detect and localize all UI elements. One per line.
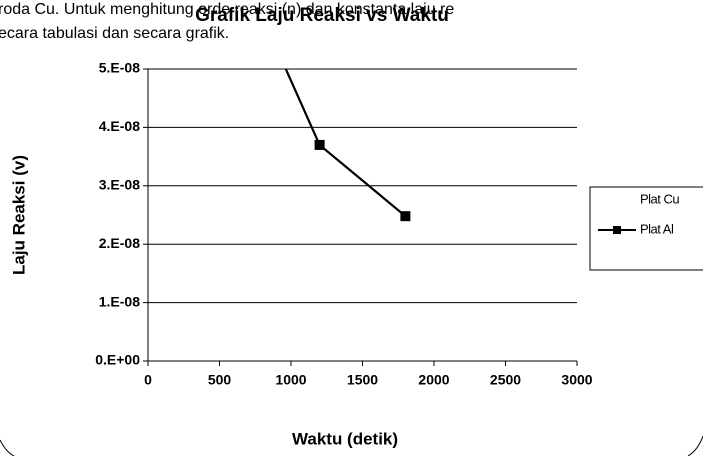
x-tick-label: 500 (208, 372, 232, 388)
y-tick-label: 4.E-08 (99, 118, 140, 134)
y-tick-label: 1.E-08 (99, 293, 140, 309)
marker (400, 211, 411, 222)
y-tick-label: 5.E-08 (99, 60, 140, 76)
legend (589, 186, 703, 271)
marker (314, 139, 325, 150)
series-line (284, 69, 407, 218)
document-text: ecara tabulasi dan secara grafik. (0, 25, 229, 42)
y-tick-label: 3.E-08 (99, 177, 140, 193)
legend-marker (613, 226, 621, 234)
y-axis-label: Laju Reaksi (v) (9, 155, 28, 275)
x-tick-label: 2000 (418, 372, 449, 388)
y-tick-label: 2.E-08 (99, 235, 140, 251)
y-tick-label: 0.E+00 (95, 352, 140, 368)
chart-title: Grafik Laju Reaksi vs Waktu (195, 5, 449, 26)
x-tick-label: 3000 (561, 372, 592, 388)
legend-label: Plat Cu (640, 191, 679, 206)
document-text: roda Cu. Untuk menghitung orde reaksi (n… (0, 1, 454, 18)
x-axis-label: Waktu (detik) (292, 429, 398, 448)
x-tick-label: 0 (144, 372, 152, 388)
x-tick-label: 2500 (490, 372, 521, 388)
x-tick-label: 1000 (275, 372, 306, 388)
legend-label: Plat Al (640, 221, 674, 236)
x-tick-label: 1500 (347, 372, 378, 388)
chart-border (0, 435, 703, 457)
